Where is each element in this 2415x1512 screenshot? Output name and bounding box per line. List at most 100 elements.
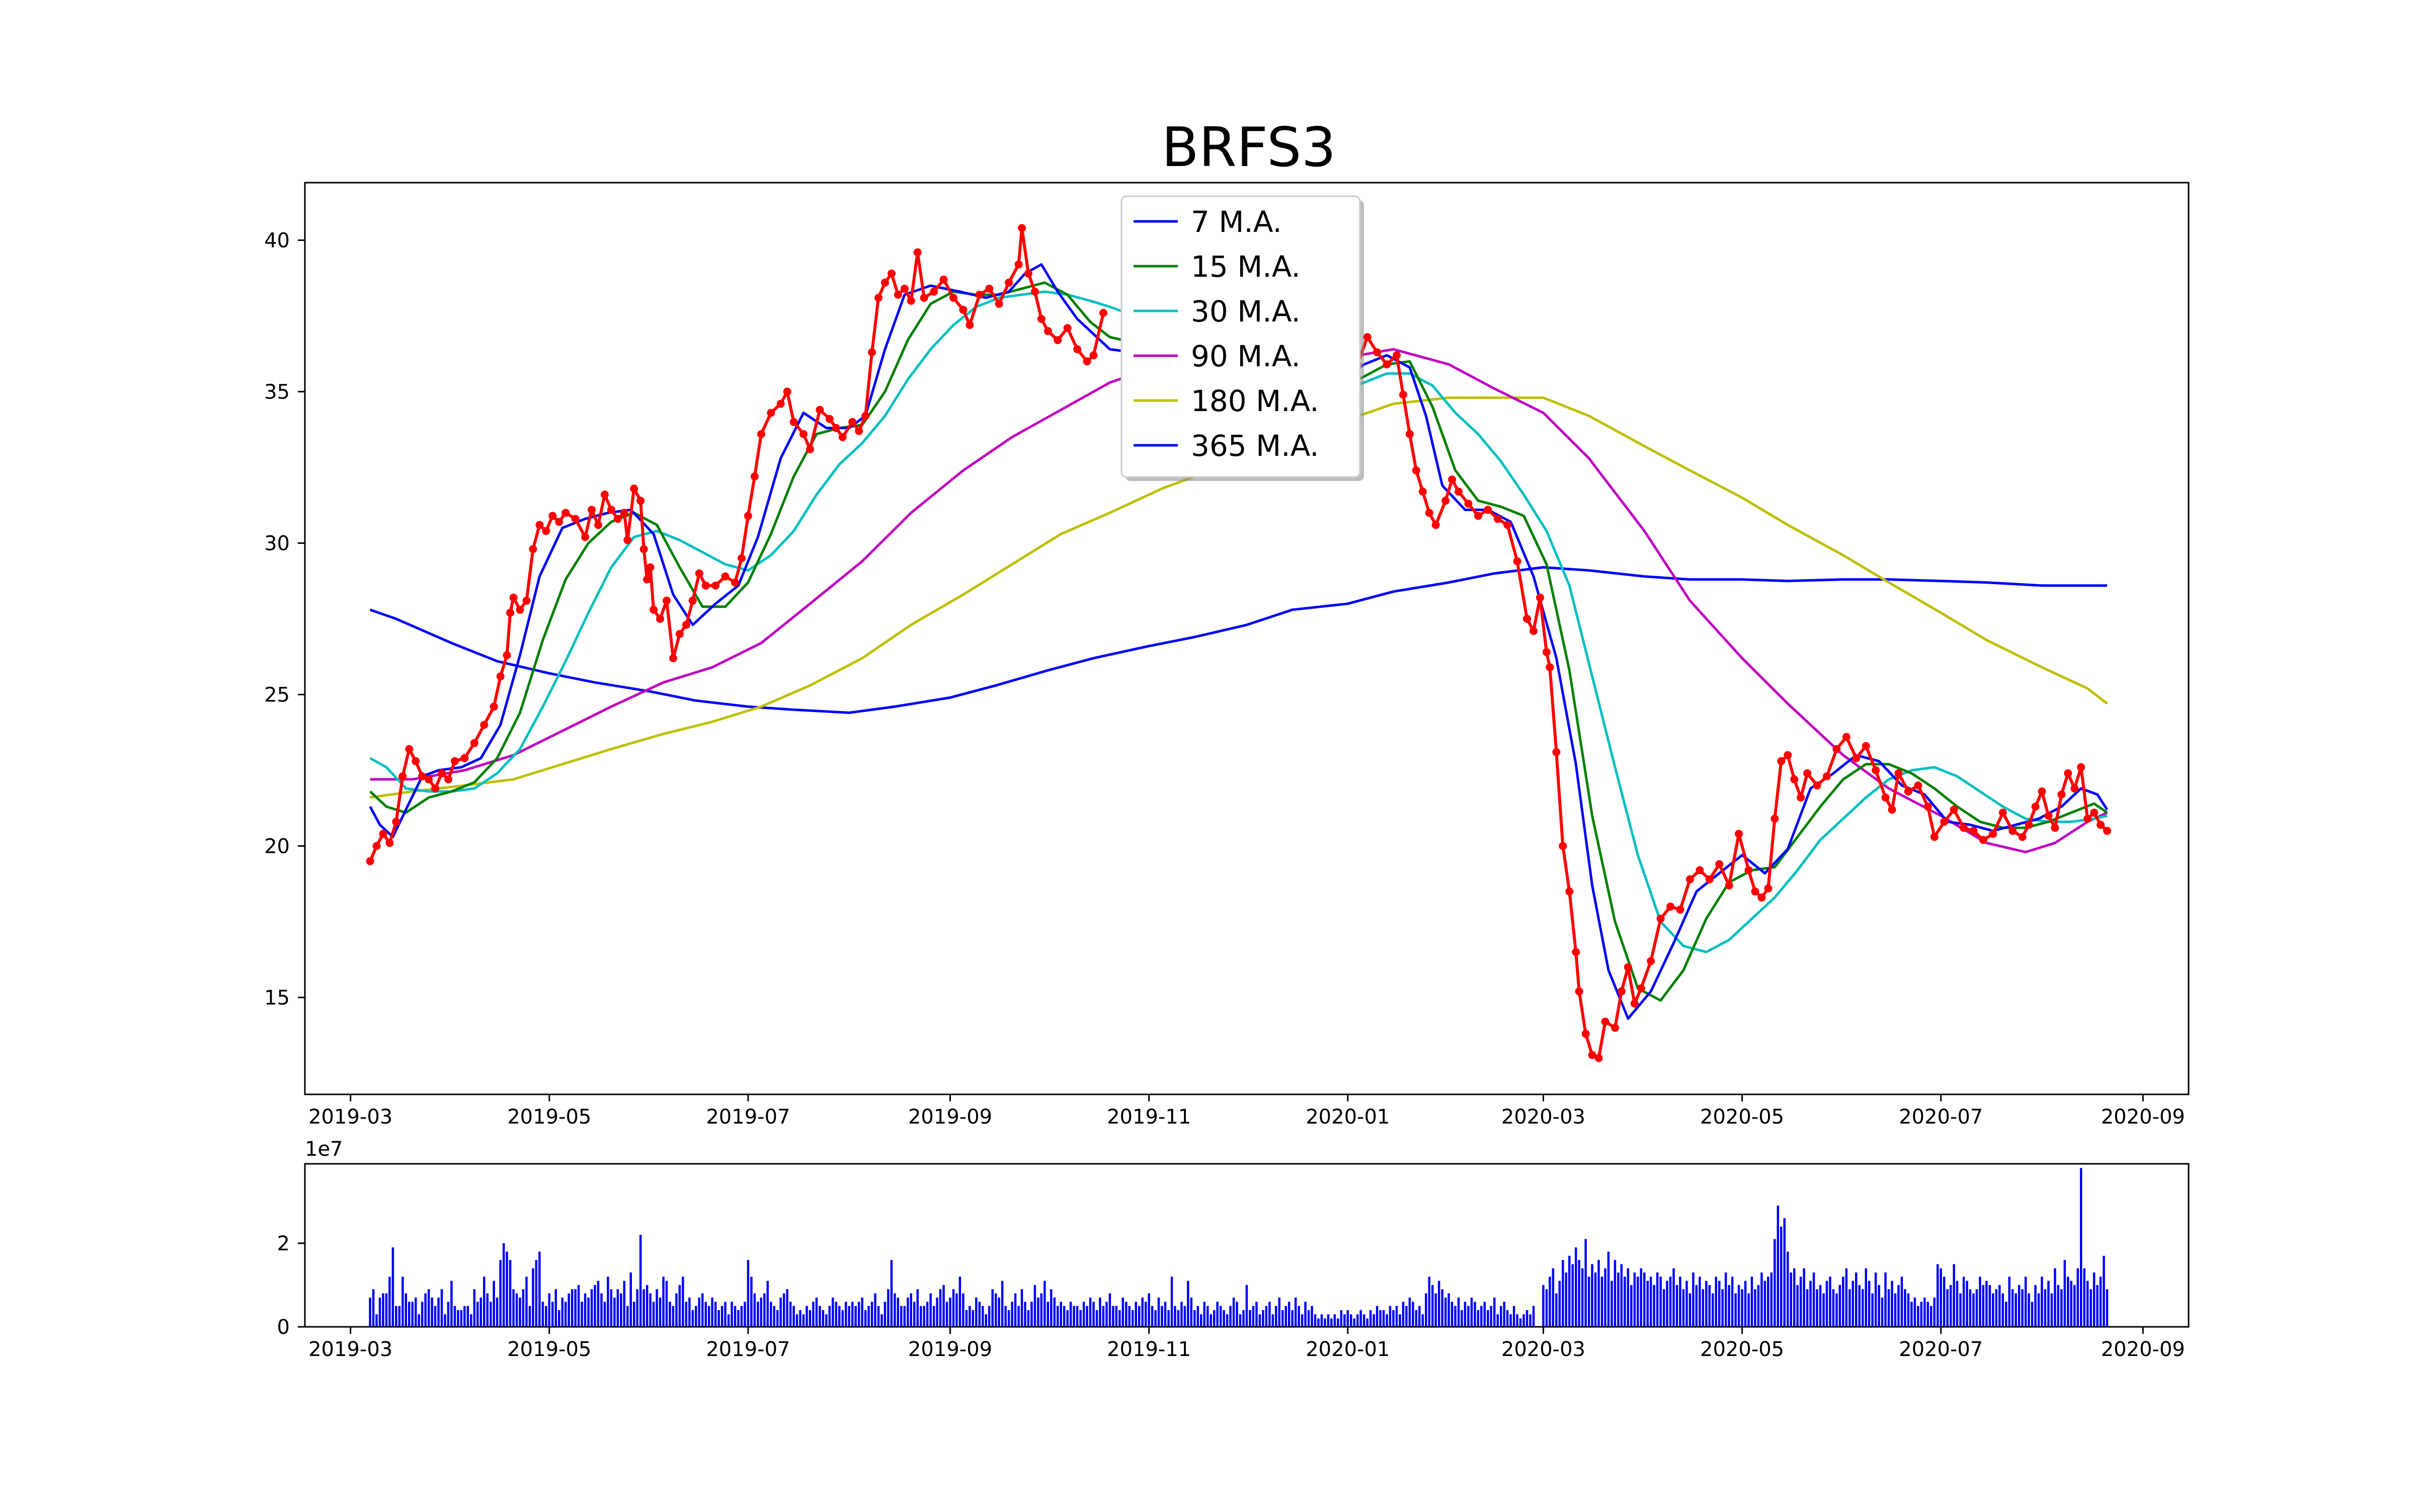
close-price-point bbox=[418, 772, 427, 780]
volume-bar bbox=[939, 1289, 942, 1327]
volume-bar bbox=[1894, 1293, 1897, 1327]
volume-bar bbox=[649, 1293, 652, 1327]
volume-bar bbox=[1258, 1314, 1261, 1327]
volume-bar bbox=[1356, 1314, 1359, 1327]
volume-bar bbox=[1587, 1277, 1590, 1327]
volume-bar bbox=[1441, 1289, 1443, 1327]
close-price-point bbox=[600, 491, 609, 499]
volume-bar bbox=[806, 1306, 808, 1327]
volume-bar bbox=[1027, 1310, 1030, 1327]
close-price-point bbox=[1474, 512, 1482, 520]
volume-bar bbox=[385, 1293, 388, 1327]
volume-bar bbox=[1437, 1281, 1440, 1327]
volume-bar bbox=[1754, 1289, 1756, 1327]
close-price-point bbox=[663, 596, 671, 605]
volume-bar bbox=[1862, 1289, 1864, 1327]
volume-bar bbox=[1532, 1306, 1535, 1327]
volume-bar bbox=[434, 1306, 437, 1327]
volume-bar bbox=[949, 1297, 951, 1327]
volume-bar bbox=[1923, 1297, 1926, 1327]
volume-bar bbox=[405, 1293, 407, 1327]
volume-bar bbox=[1037, 1297, 1039, 1327]
volume-bar bbox=[1219, 1306, 1222, 1327]
close-price-point bbox=[620, 509, 628, 517]
volume-bar bbox=[1741, 1289, 1743, 1327]
close-price-point bbox=[425, 775, 433, 783]
volume-bar bbox=[1591, 1264, 1593, 1327]
legend-label-15-m-a: 15 M.A. bbox=[1191, 250, 1301, 284]
volume-bar bbox=[642, 1289, 645, 1327]
volume-bar bbox=[1679, 1277, 1681, 1327]
volume-bar bbox=[1418, 1306, 1421, 1327]
volume-bar bbox=[1796, 1285, 1799, 1327]
volume-bar bbox=[1324, 1318, 1326, 1327]
close-price-point bbox=[1998, 809, 2007, 817]
volume-bar bbox=[1069, 1302, 1072, 1327]
volume-bar bbox=[1705, 1281, 1708, 1327]
close-price-point bbox=[965, 321, 974, 329]
volume-bar bbox=[1812, 1272, 1815, 1327]
volume-bar bbox=[1985, 1281, 1988, 1327]
volume-bar bbox=[581, 1302, 583, 1327]
volume-bar bbox=[704, 1302, 707, 1327]
volume-bar bbox=[1666, 1281, 1668, 1327]
volume-bar bbox=[571, 1289, 574, 1327]
volume-bar bbox=[522, 1289, 525, 1327]
close-price-point bbox=[2097, 821, 2105, 829]
close-price-point bbox=[721, 572, 730, 581]
volume-bar bbox=[636, 1289, 638, 1327]
volume-bar bbox=[541, 1302, 544, 1327]
volume-bar bbox=[1516, 1314, 1518, 1327]
volume-bar bbox=[1073, 1306, 1075, 1327]
volume-bar bbox=[1783, 1218, 1786, 1327]
close-price-point bbox=[496, 672, 505, 681]
close-price-point bbox=[2070, 784, 2079, 792]
price-y-tick-label: 20 bbox=[264, 835, 290, 858]
volume-bar bbox=[883, 1302, 887, 1327]
close-price-point bbox=[1696, 866, 1704, 874]
volume-bar bbox=[1933, 1297, 1936, 1327]
volume-bar bbox=[629, 1272, 632, 1327]
volume-bar bbox=[395, 1306, 397, 1327]
close-price-point bbox=[1813, 781, 1821, 789]
volume-bar bbox=[1382, 1310, 1385, 1327]
volume-bar bbox=[867, 1306, 870, 1327]
volume-bar bbox=[1183, 1306, 1186, 1327]
close-price-point bbox=[1656, 914, 1665, 923]
close-price-point bbox=[930, 287, 938, 296]
volume-bar bbox=[1024, 1302, 1026, 1327]
volume-bar bbox=[1408, 1297, 1411, 1327]
close-price-point bbox=[379, 830, 387, 838]
close-price-point bbox=[1363, 333, 1372, 341]
volume-bar bbox=[613, 1297, 616, 1327]
volume-bar bbox=[848, 1306, 850, 1327]
close-price-point bbox=[1823, 772, 1831, 780]
volume-bar bbox=[845, 1302, 847, 1327]
volume-bar bbox=[1816, 1289, 1818, 1327]
close-price-point bbox=[2077, 763, 2085, 771]
volume-bar bbox=[1053, 1297, 1056, 1327]
volume-bar bbox=[587, 1297, 590, 1327]
volume-bar bbox=[1617, 1272, 1620, 1327]
volume-bar bbox=[470, 1314, 472, 1327]
series-line-365-m-a bbox=[369, 566, 2108, 714]
price-x-tick-label: 2019-07 bbox=[706, 1105, 790, 1129]
volume-bar bbox=[744, 1302, 746, 1327]
close-price-point bbox=[470, 739, 478, 747]
close-price-point bbox=[695, 569, 703, 578]
volume-bar bbox=[1842, 1277, 1844, 1327]
volume-bar bbox=[1519, 1318, 1522, 1327]
volume-bar bbox=[1900, 1277, 1903, 1327]
close-price-point bbox=[1940, 818, 1949, 826]
volume-bar bbox=[1011, 1302, 1013, 1327]
volume-bar bbox=[1216, 1302, 1219, 1327]
volume-bar bbox=[1845, 1268, 1848, 1327]
volume-bar bbox=[1004, 1306, 1007, 1327]
volume-bar bbox=[1060, 1302, 1062, 1327]
volume-bar bbox=[1170, 1277, 1173, 1327]
volume-bar bbox=[1549, 1277, 1551, 1327]
volume-bar bbox=[1552, 1268, 1555, 1327]
close-price-point bbox=[1399, 390, 1407, 399]
volume-bar bbox=[496, 1297, 499, 1327]
